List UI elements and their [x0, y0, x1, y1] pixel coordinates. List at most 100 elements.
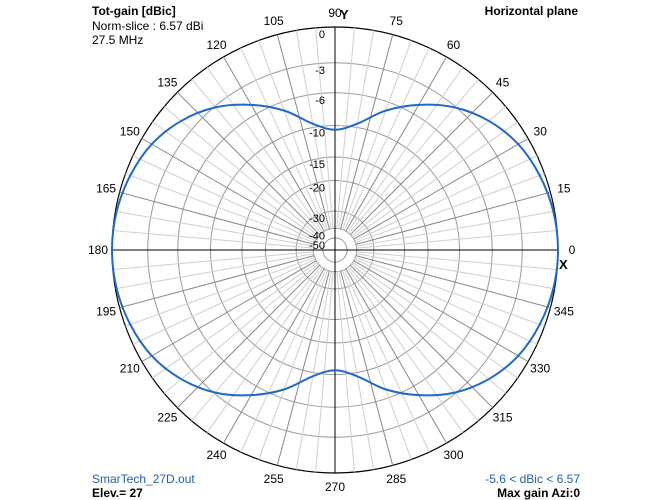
angle-tick-label: 330	[530, 362, 550, 376]
angle-tick-label: 165	[96, 182, 116, 196]
grid-spoke	[125, 256, 315, 327]
grid-spoke	[351, 263, 507, 394]
grid-spoke	[354, 258, 538, 345]
grid-spoke	[355, 255, 551, 309]
grid-spoke	[341, 40, 412, 230]
gain-range-text: -5.6 < dBic < 6.57	[485, 472, 580, 486]
grid-spoke	[132, 258, 316, 345]
chart-title: Tot-gain [dBic]	[92, 4, 176, 18]
grid-spoke	[163, 106, 319, 237]
grid-spoke	[119, 191, 315, 245]
grid-spoke	[353, 260, 529, 362]
grid-spoke	[356, 230, 558, 249]
angle-tick-label: 225	[157, 411, 177, 425]
grid-spoke	[340, 34, 394, 230]
grid-spoke	[356, 210, 555, 247]
grid-spoke	[141, 260, 317, 362]
angle-tick-label: 45	[496, 75, 510, 89]
grid-spoke	[163, 263, 319, 394]
grid-spoke	[119, 255, 315, 309]
grid-spoke	[223, 56, 325, 232]
pattern-line	[110, 103, 560, 397]
grid-spoke	[352, 121, 518, 238]
grid-spoke	[356, 253, 555, 290]
grid-spoke	[206, 267, 323, 433]
grid-spoke	[352, 262, 518, 379]
grid-spoke	[258, 40, 329, 230]
grid-spoke	[240, 47, 327, 231]
angle-tick-label: 30	[534, 125, 548, 139]
grid-spoke	[258, 270, 329, 460]
ring-label: -15	[309, 159, 325, 171]
grid-spoke	[338, 271, 375, 470]
ring-label: -6	[315, 95, 325, 107]
pattern-series	[110, 103, 560, 397]
angle-tick-label: 255	[264, 472, 284, 486]
grid-spoke	[349, 264, 494, 409]
angle-tick-label: 285	[386, 472, 406, 486]
grid-spoke	[347, 267, 464, 433]
grid-spoke	[132, 155, 316, 242]
polar-grid	[111, 26, 559, 474]
grid-spoke	[112, 230, 314, 249]
grid-spoke	[223, 268, 325, 444]
angle-tick-label: 300	[443, 448, 463, 462]
grid-spoke	[191, 78, 322, 234]
angle-tick-label: 60	[447, 38, 461, 52]
angle-tick-label: 180	[88, 243, 108, 257]
grid-spoke	[348, 78, 479, 234]
angle-tick-label: 135	[157, 75, 177, 89]
grid-spoke	[341, 270, 412, 460]
grid-spoke	[295, 30, 332, 229]
ring-labels: 0 -3 -6 -10 -15 -20 -30 -40-50	[309, 29, 325, 252]
angle-tick-labels: 0 15 30 45 60 75 90 105 120 135 150 165 180 195 210 225…	[88, 6, 576, 494]
angle-tick-label: 345	[554, 304, 574, 318]
grid-spoke	[276, 34, 330, 230]
grid-spoke	[112, 251, 314, 270]
ring-label: -50	[309, 240, 325, 252]
angle-tick-label: 0	[569, 243, 576, 257]
x-axis-label: X	[559, 257, 568, 272]
grid-spoke	[356, 251, 558, 270]
grid-spoke	[347, 67, 464, 233]
grid-spoke	[152, 262, 318, 379]
grid-spoke	[349, 91, 494, 236]
ring-label: -3	[315, 65, 325, 77]
angle-tick-label: 90	[328, 6, 342, 20]
grid-spoke	[355, 191, 551, 245]
angle-tick-label: 270	[325, 480, 345, 494]
grid-spoke	[206, 67, 323, 233]
ring-label: -30	[309, 213, 325, 225]
grid-spoke	[355, 173, 545, 244]
angle-tick-label: 150	[120, 125, 140, 139]
grid-spoke	[345, 56, 447, 232]
ring-label: 0	[319, 29, 325, 41]
angle-tick-label: 195	[96, 304, 116, 318]
ring-label: -40	[309, 230, 325, 242]
ring-label: -10	[309, 128, 325, 140]
angle-tick-label: 240	[206, 448, 226, 462]
grid-spoke	[276, 270, 330, 466]
grid-spoke	[240, 269, 327, 453]
angle-tick-label: 210	[120, 362, 140, 376]
angle-tick-label: 315	[493, 411, 513, 425]
grid-spoke	[348, 266, 479, 422]
grid-spoke	[125, 173, 315, 244]
grid-spoke	[351, 106, 507, 237]
angle-tick-label: 120	[206, 38, 226, 52]
grid-spoke	[353, 138, 529, 240]
grid-spoke	[343, 47, 430, 231]
grid-spoke	[338, 30, 375, 229]
grid-spoke	[176, 264, 321, 409]
grid-spoke	[191, 266, 322, 422]
grid-spoke	[343, 269, 430, 453]
angle-tick-label: 105	[264, 14, 284, 28]
grid-spoke	[340, 270, 394, 466]
grid-spoke	[115, 210, 314, 247]
grid-spoke	[354, 155, 538, 242]
grid-spoke	[141, 138, 317, 240]
norm-slice-text: Norm-slice : 6.57 dBi	[92, 19, 204, 33]
grid-spoke	[355, 256, 545, 327]
angle-tick-label: 15	[557, 182, 571, 196]
